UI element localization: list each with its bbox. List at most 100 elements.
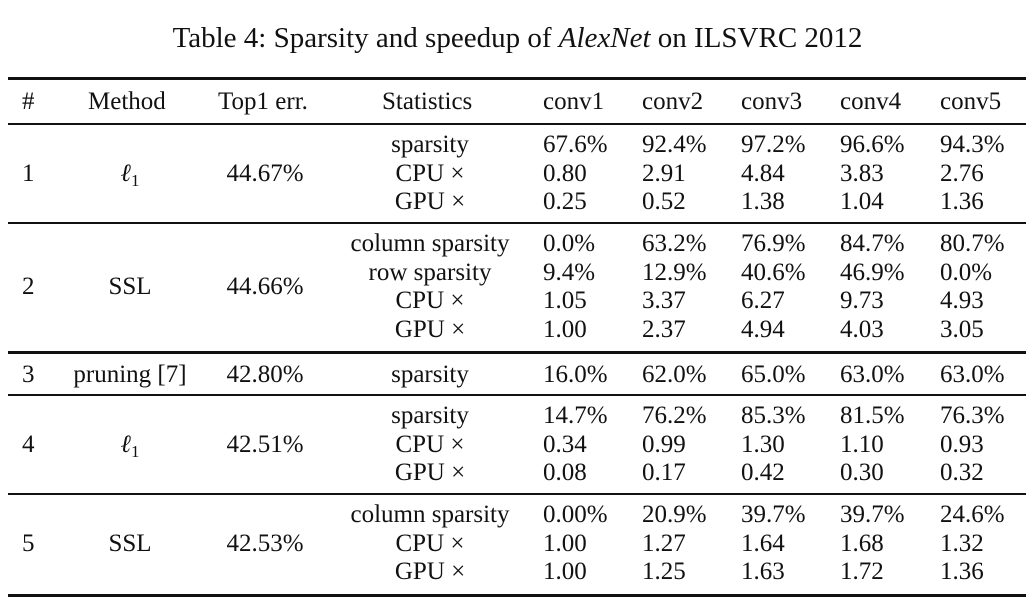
stat-value: 4.03 — [840, 316, 884, 344]
stat-value: 2.91 — [642, 159, 686, 187]
stat-value: 1.38 — [741, 188, 785, 216]
stat-value: 0.93 — [940, 430, 984, 458]
stat-value: 3.37 — [642, 287, 686, 315]
stat-value: 1.36 — [940, 188, 984, 216]
stat-value: 0.25 — [543, 188, 587, 216]
top1-error: 44.67% — [226, 160, 304, 188]
method-name: SSL — [108, 530, 152, 558]
stat-value: 96.6% — [840, 131, 905, 158]
stat-value: 1.64 — [741, 529, 785, 557]
stat-value: 6.27 — [741, 287, 785, 315]
column-header: conv3 — [741, 88, 803, 115]
method-name: SSL — [108, 273, 152, 301]
table-rule — [8, 222, 1026, 224]
statistic-label: row sparsity — [368, 258, 492, 286]
stat-value: 4.94 — [741, 316, 785, 344]
table-rule — [8, 493, 1026, 495]
caption-model: AlexNet — [558, 22, 651, 54]
stat-value: 67.6% — [543, 131, 608, 158]
stat-value: 76.2% — [642, 402, 707, 429]
stat-value: 76.3% — [940, 402, 1005, 429]
stat-value: 63.0% — [840, 361, 905, 388]
statistic-label: CPU × — [395, 159, 465, 187]
table-caption: Table 4: Sparsity and speedup of AlexNet… — [0, 22, 1035, 55]
stat-value: 1.30 — [741, 430, 785, 458]
table-rule — [8, 77, 1026, 80]
stat-value: 3.83 — [840, 159, 884, 187]
stat-value: 40.6% — [741, 258, 806, 286]
stat-value: 76.9% — [741, 230, 806, 257]
row-number: 3 — [22, 361, 35, 389]
top1-error: 42.53% — [226, 530, 304, 558]
row-number: 2 — [22, 273, 35, 301]
stat-value: 20.9% — [642, 501, 707, 528]
stat-value: 1.27 — [642, 529, 686, 557]
stat-value: 97.2% — [741, 131, 806, 158]
stat-value: 39.7% — [741, 501, 806, 528]
stat-value: 84.7% — [840, 230, 905, 257]
stat-value: 1.36 — [940, 558, 984, 586]
stat-value: 85.3% — [741, 402, 806, 429]
stat-value: 1.00 — [543, 529, 587, 557]
stat-value: 0.0% — [543, 230, 596, 257]
stat-value: 46.9% — [840, 258, 905, 286]
stat-value: 0.0% — [940, 258, 993, 286]
stat-value: 0.80 — [543, 159, 587, 187]
stat-value: 63.2% — [642, 230, 707, 257]
table-rule — [8, 351, 1026, 354]
stat-value: 0.34 — [543, 430, 587, 458]
stat-value: 4.84 — [741, 159, 785, 187]
column-header: # — [22, 88, 35, 115]
method-name: pruning [7] — [73, 361, 187, 389]
stat-value: 65.0% — [741, 361, 806, 388]
statistic-label: sparsity — [391, 402, 469, 429]
statistic-label: column sparsity — [350, 501, 510, 528]
stat-value: 1.32 — [940, 529, 984, 557]
stat-value: 94.3% — [940, 131, 1005, 158]
stat-value: 1.04 — [840, 188, 884, 216]
top1-error: 44.66% — [226, 273, 304, 301]
stat-value: 81.5% — [840, 402, 905, 429]
row-number: 4 — [22, 431, 35, 459]
stat-value: 1.68 — [840, 529, 884, 557]
method-name: ℓ1 — [120, 160, 140, 191]
column-header: conv5 — [940, 88, 1002, 115]
top1-error: 42.80% — [226, 361, 304, 389]
row-number: 5 — [22, 530, 35, 558]
stat-value: 4.93 — [940, 287, 984, 315]
stat-value: 0.00% — [543, 501, 608, 528]
column-header: Top1 err. — [218, 88, 308, 115]
statistic-label: GPU × — [394, 459, 466, 487]
stat-value: 1.10 — [840, 430, 884, 458]
statistic-label: GPU × — [394, 558, 466, 586]
statistic-label: CPU × — [395, 430, 465, 458]
stat-value: 12.9% — [642, 258, 707, 286]
column-header: conv4 — [840, 88, 902, 115]
stat-value: 92.4% — [642, 131, 707, 158]
stat-value: 0.08 — [543, 459, 587, 487]
stat-value: 2.37 — [642, 316, 686, 344]
stat-value: 16.0% — [543, 361, 608, 388]
stat-value: 1.00 — [543, 316, 587, 344]
stat-value: 1.25 — [642, 558, 686, 586]
stat-value: 63.0% — [940, 361, 1005, 388]
column-header: conv1 — [543, 88, 605, 115]
column-header: Statistics — [382, 88, 473, 115]
statistic-label: CPU × — [395, 287, 465, 315]
caption-prefix: Table 4: Sparsity and speedup of — [172, 22, 559, 54]
stat-value: 0.99 — [642, 430, 686, 458]
stat-value: 39.7% — [840, 501, 905, 528]
stat-value: 0.30 — [840, 459, 884, 487]
column-header: Method — [88, 88, 166, 115]
stat-value: 1.63 — [741, 558, 785, 586]
statistic-label: GPU × — [394, 188, 466, 216]
stat-value: 62.0% — [642, 361, 707, 388]
table-rule — [8, 594, 1026, 597]
stat-value: 0.32 — [940, 459, 984, 487]
statistic-label: GPU × — [394, 316, 466, 344]
stat-value: 2.76 — [940, 159, 984, 187]
top1-error: 42.51% — [226, 431, 304, 459]
caption-suffix: on ILSVRC 2012 — [650, 22, 863, 54]
stat-value: 0.52 — [642, 188, 686, 216]
statistic-label: sparsity — [391, 361, 469, 388]
